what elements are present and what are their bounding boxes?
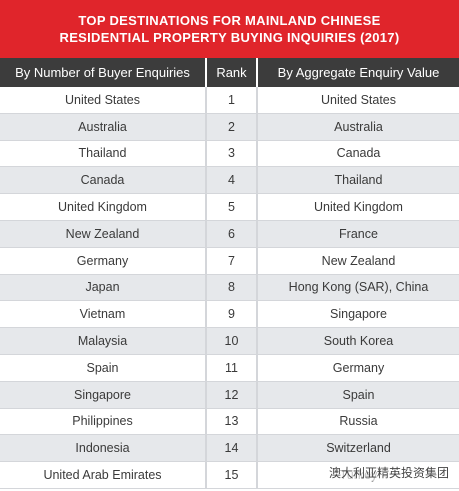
table-row: Japan 8 Hong Kong (SAR), China — [0, 274, 459, 302]
title-line: TOP DESTINATIONS FOR MAINLAND CHINESE — [78, 13, 381, 28]
table-cell: 2 — [207, 113, 258, 140]
table-cell: Australia — [0, 113, 207, 140]
table-cell: 4 — [207, 167, 258, 194]
table-cell: Singapore — [330, 307, 387, 322]
column-header: By Aggregate Enquiry Value — [277, 65, 440, 80]
table-cell: New Zealand — [0, 220, 207, 247]
header-row: By Number of Buyer Enquiries Rank By Aggre… — [0, 58, 459, 87]
table-cell: Switzerland — [326, 441, 391, 456]
table-cell: Spain — [342, 387, 375, 402]
column-header: Rank — [207, 58, 258, 87]
table-cell: Germany — [0, 247, 207, 274]
table-row: Canada 4 Thailand — [0, 167, 459, 195]
table-cell: 13 — [207, 408, 258, 435]
table-cell: Spain — [0, 354, 207, 381]
table-row: Australia 2 Australia — [0, 113, 459, 141]
table-cell: 10 — [207, 328, 258, 354]
table-cell: 1 — [207, 87, 258, 113]
table-row: United States 1 United States — [0, 87, 459, 114]
table: By Number of Buyer Enquiries Rank By Aggre… — [0, 58, 459, 489]
table-cell: Japan — [0, 274, 207, 301]
table-cell: 14 — [207, 435, 258, 462]
table-row: New Zealand 6 France — [0, 220, 459, 248]
table-row: Malaysia 10 South Korea — [0, 328, 459, 355]
table-cell: United Arab Emirates — [0, 462, 207, 488]
table-cell: Germany — [332, 360, 385, 375]
table-cell: 7 — [207, 247, 258, 274]
table-row: Singapore 12 Spain — [0, 381, 459, 409]
table-cell: United States — [0, 87, 207, 113]
table-row: Germany 7 New Zealand — [0, 247, 459, 275]
table-row: United Kingdom 5 United Kingdom — [0, 194, 459, 221]
table-cell: United Kingdom — [0, 194, 207, 220]
table-row: Spain 11 Germany — [0, 354, 459, 382]
table-cell: United States — [320, 92, 397, 107]
watermark: 澳大利亚精英投资集团 — [328, 464, 449, 481]
table-cell: 9 — [207, 301, 258, 328]
table-cell: 5 — [207, 194, 258, 220]
table-row: Thailand 3 Canada — [0, 140, 459, 168]
column-header: By Number of Buyer Enquiries — [0, 58, 207, 87]
table-cell: Indonesia — [0, 435, 207, 462]
table-row: Philippines 13 Russia — [0, 408, 459, 436]
table-cell: Canada — [0, 167, 207, 194]
table-row: Vietnam 9 Singapore — [0, 301, 459, 329]
table-cell: Thailand — [334, 173, 383, 188]
table-cell: Russia — [339, 414, 378, 429]
table-cell: 6 — [207, 220, 258, 247]
table-cell: Malaysia — [0, 328, 207, 354]
table-cell: New Zealand — [321, 253, 396, 268]
table-cell: Hong Kong (SAR), China — [288, 280, 429, 295]
header: TOP DESTINATIONS FOR MAINLAND CHINESE RE… — [0, 0, 459, 58]
table-cell: Canada — [336, 146, 381, 161]
table-cell: Australia — [334, 119, 383, 134]
table-cell: 3 — [207, 140, 258, 167]
table-cell: United Kingdom — [314, 200, 403, 215]
table-cell: Thailand — [0, 140, 207, 167]
table-cell: Vietnam — [0, 301, 207, 328]
table-cell: 12 — [207, 381, 258, 408]
table-cell: France — [339, 226, 378, 241]
title-line: RESIDENTIAL PROPERTY BUYING INQUIRIES (2… — [59, 30, 400, 45]
table-cell: South Korea — [323, 334, 394, 349]
table-cell: 15 — [207, 462, 258, 488]
table-cell: Philippines — [0, 408, 207, 435]
table-cell: Singapore — [0, 381, 207, 408]
table-cell: 11 — [207, 354, 258, 381]
table-row: Indonesia 14 Switzerland — [0, 435, 459, 463]
table-cell: 8 — [207, 274, 258, 301]
